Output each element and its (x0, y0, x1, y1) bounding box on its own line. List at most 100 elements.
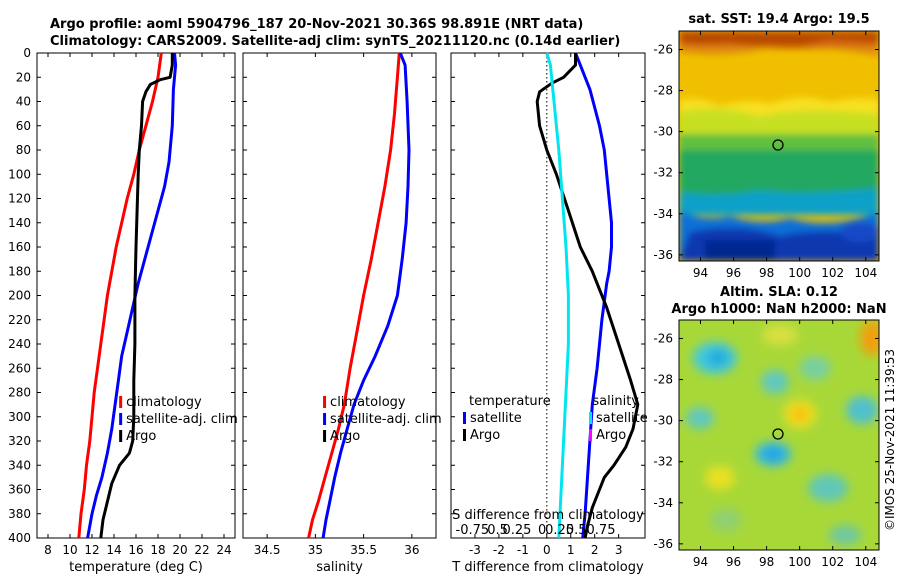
map-x-tick-label: 98 (759, 555, 774, 569)
y-tick-label: 340 (8, 458, 31, 472)
legend-salinity-title: salinity (592, 394, 639, 409)
temperature-x-axis-label: temperature (deg C) (69, 560, 203, 575)
legend-entry: satellite (596, 411, 648, 426)
salinity-difference-axis-label: S difference from climatology (452, 508, 644, 523)
map-x-tick-label: 100 (788, 555, 811, 569)
salinity-difference-tick-label: -0.75 (456, 523, 490, 538)
legend-swatch (323, 430, 327, 442)
difference-x-axis-label: T difference from climatology (451, 560, 644, 575)
map-x-tick-label: 94 (693, 266, 708, 280)
x-tick-label: 36 (404, 543, 419, 557)
legend-swatch (119, 396, 123, 408)
x-tick-label: 18 (150, 543, 165, 557)
y-tick-label: 220 (8, 313, 31, 327)
legend-entry: climatology (126, 395, 202, 410)
map-y-tick-label: -30 (653, 414, 673, 428)
legend-swatch (589, 412, 592, 424)
x-tick-label: 22 (194, 543, 209, 557)
legend-entry: Argo (330, 429, 360, 444)
sst-map-ticks: 94 96 98 100 102 104 -26 -28 -30 -32 -34 -36 (653, 31, 879, 280)
map-y-tick-label: -32 (653, 166, 673, 180)
x-tick-label: 12 (84, 543, 99, 557)
y-tick-label: 20 (16, 70, 31, 84)
y-tick-label: 260 (8, 361, 31, 375)
map-y-tick-label: -28 (653, 84, 673, 98)
map-x-tick-label: 94 (693, 555, 708, 569)
y-tick-label: 120 (8, 192, 31, 206)
legend-entry: Argo (596, 428, 626, 443)
legend-swatch (463, 429, 466, 441)
x-tick-label: 8 (44, 543, 52, 557)
sla-map-title-line1: Altim. SLA: 0.12 (720, 285, 838, 300)
sla-map-frame (678, 319, 880, 551)
x-tick-label: 35 (308, 543, 323, 557)
legend-entry: climatology (330, 395, 406, 410)
map-y-tick-label: -30 (653, 125, 673, 139)
legend-swatch (119, 413, 123, 425)
sst-map-frame (678, 30, 880, 262)
series-line-satellite-adj-clim (86, 52, 178, 539)
map-x-tick-label: 102 (821, 555, 844, 569)
legend-entry: Argo (470, 428, 500, 443)
x-tick-label: 2 (591, 543, 599, 557)
y-tick-label: 400 (8, 531, 31, 545)
legend-swatch (463, 412, 466, 424)
difference-axes-frame (450, 52, 646, 539)
temperature-panel: 8 10 12 14 16 18 20 22 2402040608010012014016018… (8, 46, 238, 575)
sla-map-ticks: 94 96 98 100 102 104 -26 -28 -30 -32 -34 -36 (653, 320, 879, 569)
map-x-tick-label: 102 (821, 266, 844, 280)
y-tick-label: 140 (8, 216, 31, 230)
series-line-climatology (77, 52, 163, 539)
map-x-tick-label: 96 (726, 266, 741, 280)
map-x-tick-label: 100 (788, 266, 811, 280)
y-tick-label: 80 (16, 143, 31, 157)
salinity-difference-tick-label: 0 (538, 523, 546, 538)
map-x-tick-label: 104 (854, 555, 877, 569)
y-tick-label: 280 (8, 386, 31, 400)
legend-swatch (589, 429, 592, 441)
salinity-x-axis-label: salinity (316, 560, 363, 575)
map-y-tick-label: -36 (653, 537, 673, 551)
credit-text: ©IMOS 25-Nov-2021 11:39:53 (883, 349, 897, 531)
y-tick-label: 100 (8, 167, 31, 181)
salinity-panel: 34.5 35 35.5 36 salinity climatology satellite… (242, 52, 442, 575)
x-tick-label: -1 (517, 543, 529, 557)
y-tick-label: 60 (16, 119, 31, 133)
y-tick-label: 320 (8, 434, 31, 448)
sst-map (679, 31, 879, 261)
series-line-climatology (307, 52, 401, 539)
argo-location-marker (772, 139, 784, 151)
y-tick-label: 240 (8, 337, 31, 351)
legend-entry: satellite (470, 411, 522, 426)
legend-swatch (323, 396, 327, 408)
map-y-tick-label: -34 (653, 496, 673, 510)
legend-swatch (119, 430, 123, 442)
salinity-difference-tick-label: 0.5 (487, 523, 508, 538)
y-tick-label: 0 (23, 46, 31, 60)
x-tick-label: 1 (567, 543, 575, 557)
figure-title-line2: Climatology: CARS2009. Satellite-adj cli… (50, 34, 620, 49)
sla-map-title-line2: Argo h1000: NaN h2000: NaN (671, 302, 886, 317)
y-tick-label: 180 (8, 264, 31, 278)
argo-location-marker (772, 428, 784, 440)
x-tick-label: 34.5 (254, 543, 281, 557)
x-tick-label: -3 (469, 543, 481, 557)
series-line-s-satellite (545, 52, 570, 539)
salinity-difference-tick-label: 0.25 (545, 523, 574, 538)
legend-entry: satellite-adj. clim (330, 412, 442, 427)
difference-panel: -3 -2 -1 0 1 2 3 T difference from climatology t… (450, 52, 648, 575)
series-line-satellite-adj-clim (321, 52, 411, 539)
y-tick-label: 200 (8, 289, 31, 303)
legend-entry: satellite-adj. clim (126, 412, 238, 427)
x-tick-label: 24 (216, 543, 231, 557)
salinity-difference-tick-label: 0.50.75 (566, 523, 616, 538)
x-tick-label: 3 (615, 543, 623, 557)
salinity-difference-tick-label: 0.25 (502, 523, 531, 538)
map-y-tick-label: -28 (653, 373, 673, 387)
x-tick-label: 0 (543, 543, 551, 557)
y-tick-label: 160 (8, 240, 31, 254)
legend-swatch (323, 413, 327, 425)
x-tick-label: 14 (106, 543, 121, 557)
map-x-tick-label: 96 (726, 555, 741, 569)
